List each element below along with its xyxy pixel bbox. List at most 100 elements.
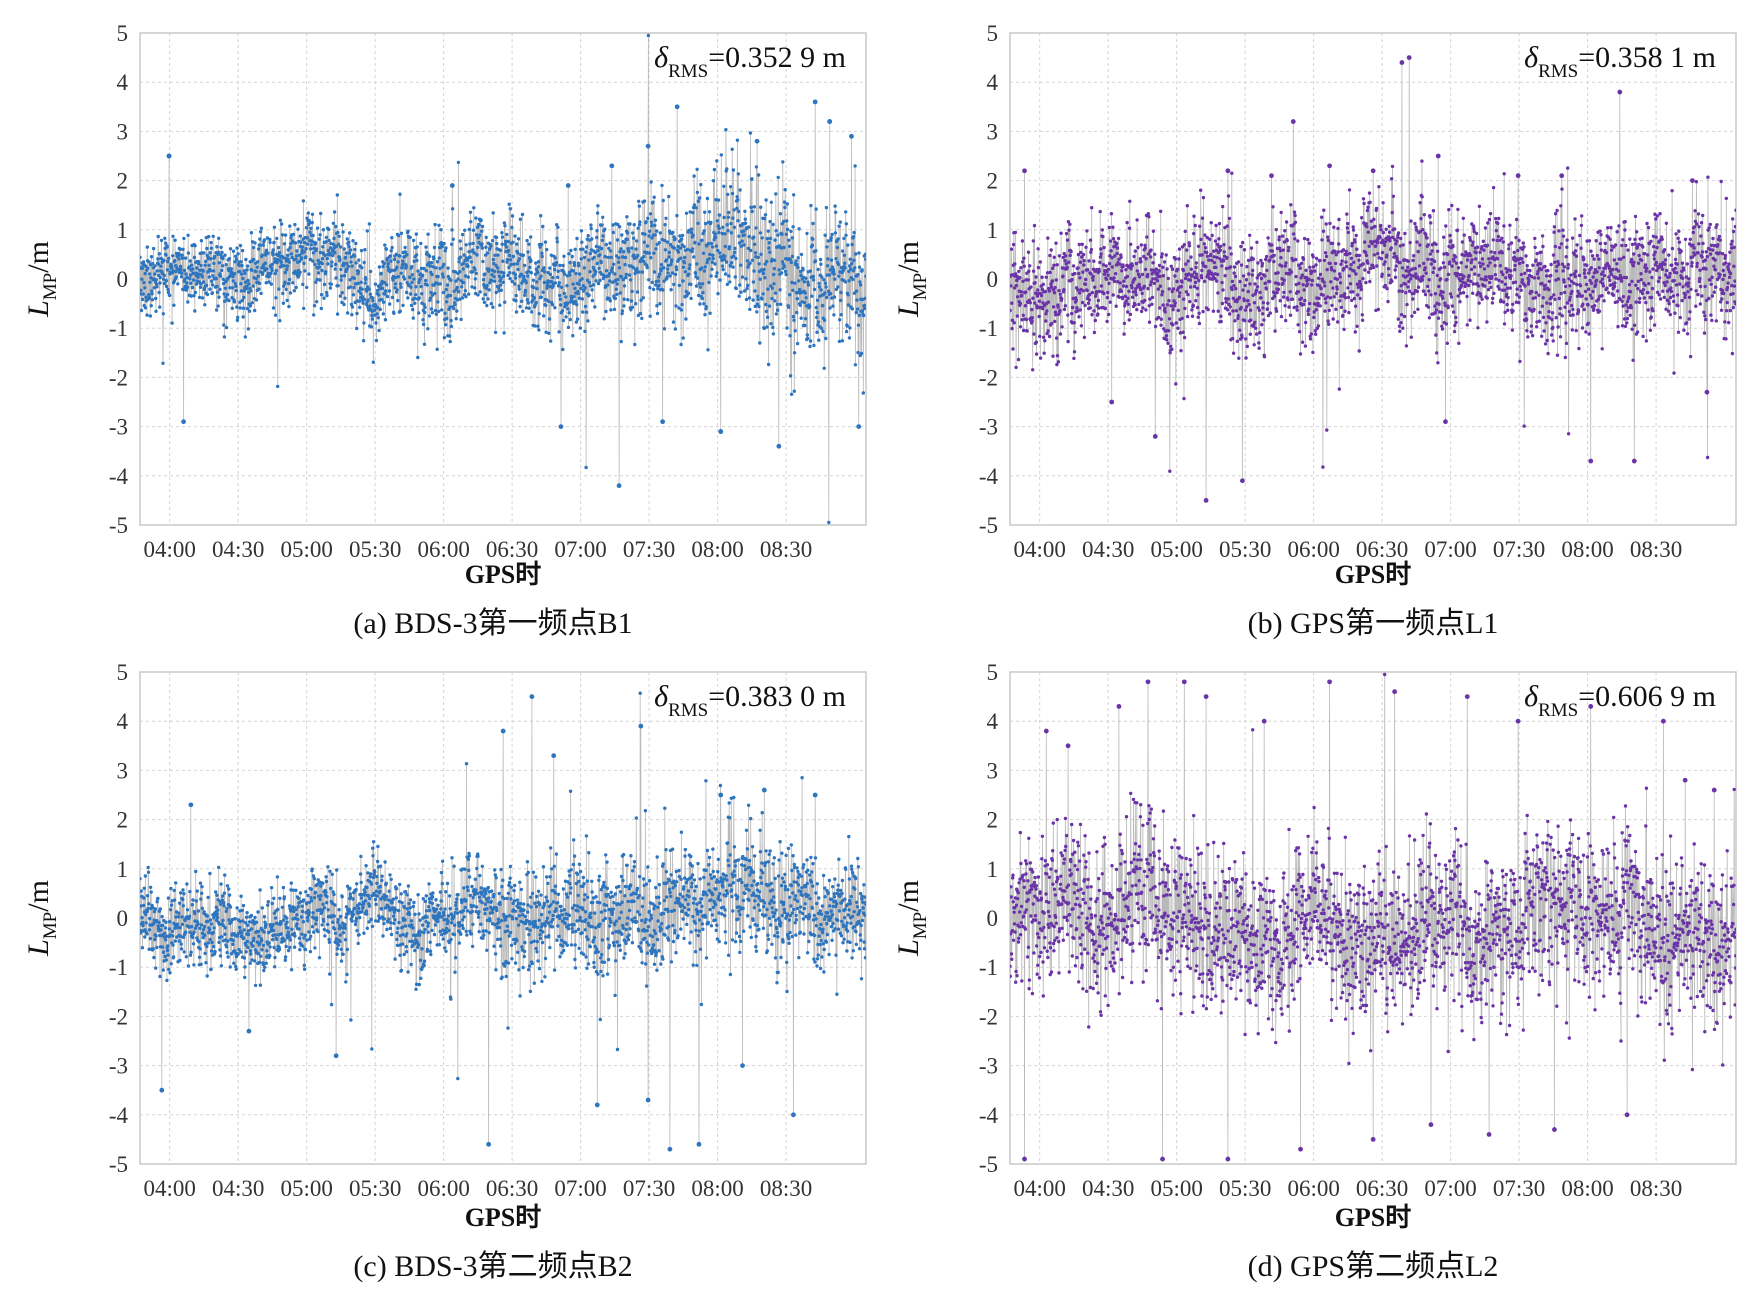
y-tick-label: 3 bbox=[987, 758, 999, 783]
y-label-main: L bbox=[22, 300, 55, 318]
y-tick-label: 1 bbox=[987, 218, 999, 243]
y-tick-label: -2 bbox=[979, 1004, 998, 1029]
spike-point bbox=[1370, 168, 1376, 174]
spike-point bbox=[1043, 728, 1049, 734]
rms-value: =0.606 9 m bbox=[1578, 680, 1716, 713]
spike-point bbox=[1515, 718, 1521, 724]
x-tick-label: 05:30 bbox=[1219, 1176, 1271, 1201]
y-axis-label: LMP/m bbox=[22, 880, 61, 957]
chart-panel-4: 5 4 3 2 1 0 -1 -2 -3 -4 -5 04:00 04:30 05:00 05:30 06:0… bbox=[892, 660, 1737, 1283]
y-tick-label: -3 bbox=[109, 415, 128, 440]
spike-point bbox=[1145, 679, 1151, 685]
y-tick-label: 0 bbox=[117, 906, 129, 931]
x-tick-label: 04:30 bbox=[212, 537, 264, 562]
spike-point bbox=[1152, 434, 1158, 439]
x-tick-label: 08:00 bbox=[1561, 1176, 1613, 1201]
y-tick-label: -5 bbox=[979, 513, 998, 538]
spike-point bbox=[754, 138, 760, 144]
y-label-unit: /m bbox=[892, 880, 925, 912]
x-tick-label: 08:30 bbox=[760, 537, 812, 562]
y-tick-label: 0 bbox=[117, 267, 129, 292]
x-tick-label: 06:00 bbox=[1287, 537, 1339, 562]
spike-point bbox=[1704, 389, 1710, 395]
spike-point bbox=[1022, 1156, 1027, 1162]
chart-panel-3: 5 4 3 2 1 0 -1 -2 -3 -4 -5 04:00 04:30 05:00 05:30 06:0… bbox=[22, 660, 867, 1283]
y-label-sub: MP bbox=[40, 273, 61, 300]
spike-point bbox=[1203, 694, 1209, 699]
spike-point bbox=[856, 424, 862, 429]
rms-annotation: δRMS=0.606 9 m bbox=[1524, 680, 1716, 721]
y-label-unit: /m bbox=[892, 241, 925, 273]
x-tick-label: 07:30 bbox=[1493, 1176, 1545, 1201]
y-tick-label: 4 bbox=[117, 709, 129, 734]
x-tick-label: 06:30 bbox=[1356, 537, 1408, 562]
spike-point bbox=[1298, 1146, 1303, 1152]
x-tick-label: 07:00 bbox=[1424, 1176, 1476, 1201]
spike-point bbox=[1682, 777, 1688, 783]
rms-annotation: δRMS=0.358 1 m bbox=[1524, 41, 1716, 82]
x-axis-label: GPS时 bbox=[465, 1203, 542, 1232]
x-tick-label: 05:30 bbox=[1219, 537, 1271, 562]
spike-point bbox=[1624, 1112, 1630, 1118]
x-tick-label: 04:00 bbox=[143, 537, 195, 562]
spike-point bbox=[159, 1087, 165, 1093]
spike-point bbox=[1690, 178, 1695, 184]
spike-point bbox=[1290, 119, 1296, 124]
y-tick-label: -1 bbox=[979, 955, 998, 980]
x-tick-label: 08:00 bbox=[691, 537, 743, 562]
spike-point bbox=[1203, 498, 1209, 503]
y-tick-label: -4 bbox=[979, 1103, 999, 1128]
spike-point bbox=[1225, 168, 1231, 174]
spike-point bbox=[1406, 55, 1412, 60]
y-tick-label: 2 bbox=[117, 169, 129, 194]
spike-point bbox=[1392, 689, 1398, 695]
spike-point bbox=[849, 133, 854, 139]
spike-point bbox=[1660, 718, 1666, 724]
x-tick-label: 05:30 bbox=[349, 1176, 401, 1201]
chart-panel-1: 5 4 3 2 1 0 -1 -2 -3 -4 -5 04:00 04:30 05:00 05:30 06:0… bbox=[22, 21, 867, 640]
spike-point bbox=[1225, 1156, 1231, 1162]
x-tick-label: 04:30 bbox=[1082, 1176, 1134, 1201]
data-series bbox=[1010, 55, 1736, 503]
y-tick-label: -1 bbox=[109, 955, 128, 980]
y-label-unit: /m bbox=[22, 880, 55, 912]
y-tick-label: -2 bbox=[109, 365, 128, 390]
chart-panel-2: 5 4 3 2 1 0 -1 -2 -3 -4 -5 04:00 04:30 05:00 05:30 06:0… bbox=[892, 21, 1737, 640]
x-axis-label: GPS时 bbox=[1335, 1203, 1412, 1232]
y-tick-label: 4 bbox=[117, 70, 129, 95]
spike-point bbox=[558, 424, 564, 429]
rms-subscript: RMS bbox=[1538, 700, 1578, 721]
y-tick-label: -5 bbox=[109, 513, 128, 538]
x-tick-label: 05:00 bbox=[280, 537, 332, 562]
x-tick-label: 07:30 bbox=[623, 537, 675, 562]
rms-value: =0.383 0 m bbox=[708, 680, 846, 713]
y-tick-label: 3 bbox=[987, 119, 999, 144]
y-tick-label: 2 bbox=[117, 808, 129, 833]
spike-point bbox=[645, 1097, 651, 1103]
x-tick-label: 07:30 bbox=[1493, 537, 1545, 562]
y-tick-label: 5 bbox=[117, 660, 129, 685]
y-label-main: L bbox=[22, 939, 55, 957]
spike-point bbox=[609, 163, 615, 169]
y-tick-label: 1 bbox=[117, 218, 129, 243]
y-label-main: L bbox=[892, 300, 925, 318]
y-axis-label: LMP/m bbox=[22, 241, 61, 318]
x-tick-label: 06:00 bbox=[1287, 1176, 1339, 1201]
y-tick-label: 4 bbox=[987, 70, 999, 95]
spike-point bbox=[1160, 1156, 1165, 1162]
spike-point bbox=[1617, 89, 1623, 95]
spike-point bbox=[740, 1063, 745, 1068]
x-tick-label: 05:00 bbox=[280, 1176, 332, 1201]
spike-point bbox=[1065, 743, 1071, 749]
spike-point bbox=[1588, 458, 1594, 464]
x-tick-label: 04:00 bbox=[1013, 1176, 1065, 1201]
data-series bbox=[140, 691, 866, 1152]
spike-point bbox=[1109, 399, 1115, 405]
panel-caption: (c) BDS-3第二频点B2 bbox=[353, 1250, 632, 1283]
spike-point bbox=[1022, 168, 1027, 174]
x-axis-label: GPS时 bbox=[1335, 560, 1412, 589]
y-label-sub: MP bbox=[910, 912, 931, 939]
x-tick-label: 08:00 bbox=[691, 1176, 743, 1201]
y-tick-label: 5 bbox=[987, 660, 999, 685]
